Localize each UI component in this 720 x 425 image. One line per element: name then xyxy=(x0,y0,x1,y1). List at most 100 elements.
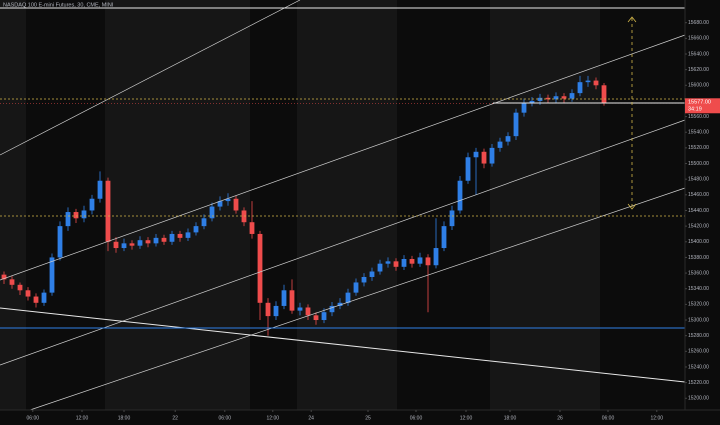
y-tick-label: 15220.00 xyxy=(688,380,709,386)
candle-body xyxy=(417,257,423,264)
candle-body xyxy=(41,292,47,303)
y-tick-label: 15520.00 xyxy=(688,145,709,151)
candle-body xyxy=(577,82,583,94)
x-tick-label: 06:00 xyxy=(27,415,40,421)
x-tick-label: 12:00 xyxy=(651,415,664,421)
candle-body xyxy=(481,151,487,164)
candle-body xyxy=(25,290,31,297)
axes: 15200.00 15220.00 15240.00 15260.00 15280.00… xyxy=(27,20,720,421)
x-tick-label: 06:00 xyxy=(219,415,232,421)
y-tick-label: 15300.00 xyxy=(688,317,709,323)
candle-body xyxy=(137,240,143,246)
y-tick-label: 15560.00 xyxy=(688,114,709,120)
x-tick-label: 18:00 xyxy=(118,415,131,421)
candle-body xyxy=(121,243,127,249)
trend-line xyxy=(0,119,686,366)
y-tick-label: 15380.00 xyxy=(688,255,709,261)
candle-body xyxy=(281,290,287,306)
candle-body xyxy=(457,180,463,211)
x-tick-label: 26 xyxy=(557,415,563,421)
x-tick-label: 22 xyxy=(172,415,178,421)
session-band xyxy=(105,0,250,410)
candle-body xyxy=(169,233,175,242)
y-tick-label: 15320.00 xyxy=(688,302,709,308)
trend-line xyxy=(0,307,686,383)
y-tick-label: 15240.00 xyxy=(688,364,709,370)
candle-body xyxy=(249,222,255,234)
plot-area xyxy=(0,75,685,336)
candle-body xyxy=(177,233,183,238)
candle-body xyxy=(553,96,559,100)
trend-line xyxy=(0,0,301,156)
candle-body xyxy=(441,226,447,249)
x-tick-label: 25 xyxy=(365,415,371,421)
y-tick-label: 15280.00 xyxy=(688,333,709,339)
y-tick-label: 15260.00 xyxy=(688,349,709,355)
candle-body xyxy=(193,226,199,233)
candle-body xyxy=(345,292,351,303)
trend-line xyxy=(0,34,686,281)
candle-body xyxy=(385,261,391,264)
candle-body xyxy=(425,257,431,266)
candle-body xyxy=(329,305,335,313)
candle-body xyxy=(321,312,327,321)
candle-body xyxy=(89,198,95,211)
y-tick-label: 15440.00 xyxy=(688,208,709,214)
candle-body xyxy=(97,180,103,199)
y-tick-label: 15540.00 xyxy=(688,130,709,136)
candle-body xyxy=(9,279,15,285)
last-price-label: 15577.00 xyxy=(688,100,711,106)
candle-body xyxy=(337,302,343,306)
drawings xyxy=(0,0,686,411)
candle-body xyxy=(537,97,543,101)
candle-body xyxy=(369,271,375,277)
candle-body xyxy=(513,112,519,137)
arrow-head xyxy=(627,16,637,210)
x-tick-label: 18:00 xyxy=(504,415,517,421)
candle-body xyxy=(17,284,23,291)
candle-body xyxy=(465,157,471,181)
x-tick-label: 12:00 xyxy=(76,415,89,421)
candle-body xyxy=(233,198,239,211)
candle-body xyxy=(57,226,63,258)
trend-line xyxy=(29,187,686,411)
y-tick-label: 15480.00 xyxy=(688,177,709,183)
candle-body xyxy=(601,85,607,104)
y-tick-label: 15400.00 xyxy=(688,239,709,245)
x-tick-label: 06:00 xyxy=(602,415,615,421)
candle-body xyxy=(161,237,167,242)
candle-body xyxy=(433,248,439,266)
candle-body xyxy=(313,315,319,321)
candle-body xyxy=(585,80,591,83)
candle-body xyxy=(353,282,359,293)
candle-body xyxy=(377,263,383,272)
candle-body xyxy=(65,212,71,227)
candle-body xyxy=(273,305,279,317)
session-band xyxy=(490,0,600,410)
chart-title: NASDAQ 100 E-mini Futures, 30, CME, MINI xyxy=(3,2,114,8)
y-tick-label: 15420.00 xyxy=(688,223,709,229)
candle-body xyxy=(153,237,159,244)
session-band xyxy=(0,0,26,410)
x-tick-label: 12:00 xyxy=(460,415,473,421)
candle-body xyxy=(265,302,271,317)
y-tick-label: 15620.00 xyxy=(688,67,709,73)
candle-body xyxy=(361,276,367,283)
candle-body xyxy=(449,210,455,227)
candle-body xyxy=(593,80,599,86)
x-tick-label: 12:00 xyxy=(267,415,280,421)
x-tick-label: 06:00 xyxy=(410,415,423,421)
candle-body xyxy=(529,100,535,103)
y-tick-label: 15640.00 xyxy=(688,51,709,57)
candle-body xyxy=(129,243,135,246)
candle-body xyxy=(489,147,495,164)
candle-body xyxy=(393,261,399,267)
candle-body xyxy=(209,206,215,219)
y-tick-label: 15680.00 xyxy=(688,20,709,26)
y-tick-label: 15660.00 xyxy=(688,36,709,42)
session-bands xyxy=(0,0,600,410)
x-tick-label: 24 xyxy=(308,415,314,421)
candle-body xyxy=(289,290,295,311)
y-tick-label: 15600.00 xyxy=(688,83,709,89)
